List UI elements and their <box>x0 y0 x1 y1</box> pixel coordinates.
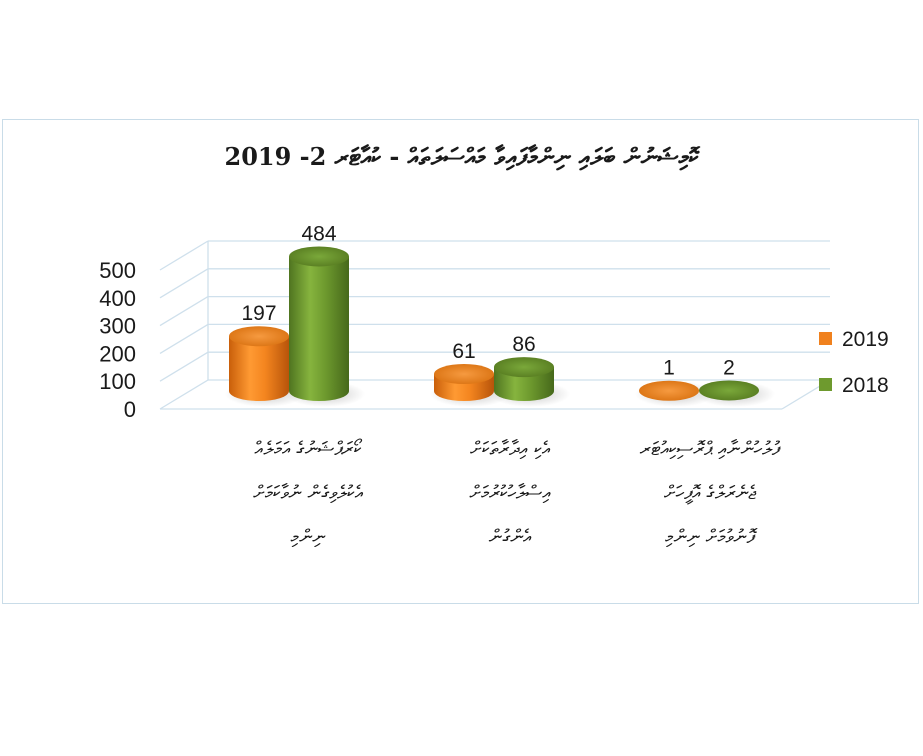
gridline-side <box>159 240 209 271</box>
bar-2019-0 <box>229 336 289 401</box>
chart-frame <box>2 119 919 604</box>
bar-2018-0 <box>289 256 349 401</box>
category-label: އެކި އިދާރާތަކަށް <box>470 438 551 460</box>
gridline-side <box>159 268 209 299</box>
bar-top-2019-0 <box>229 326 289 347</box>
y-tick-label: 500 <box>99 258 136 283</box>
y-tick-label: 0 <box>124 397 136 422</box>
bar-top-2019-2 <box>639 380 699 401</box>
category-label: ޖެނެރަލްގެ އޮފީހަށް <box>664 482 757 505</box>
bar-top-2018-1 <box>494 357 554 378</box>
bar-top-2019-1 <box>434 364 494 385</box>
category-label: އެންގުން <box>489 526 532 548</box>
gridline-side <box>159 323 209 354</box>
legend-swatch-2019 <box>819 332 832 345</box>
category-label: ފޮނުވުމަށް ނިންމި <box>665 526 758 548</box>
data-label: 2 <box>723 356 735 379</box>
y-tick-label: 400 <box>99 286 136 311</box>
gridline-side <box>159 296 209 327</box>
y-tick-label: 300 <box>99 314 136 339</box>
legend-label-2018: 2018 <box>842 374 889 397</box>
gridline-side <box>159 379 209 410</box>
category-label: ފުލުހުންނާއި ޕްރޮސިކިއުޓަރ <box>640 438 781 460</box>
data-label: 86 <box>512 333 535 356</box>
legend-swatch-2018 <box>819 378 832 391</box>
data-label: 197 <box>241 302 276 325</box>
data-label: 484 <box>301 222 336 245</box>
y-tick-label: 200 <box>99 341 136 366</box>
gridline-side <box>159 351 209 382</box>
bar-top-2018-2 <box>699 380 759 401</box>
category-label: ކޯރަޕްޝަނުގެ އަމަލެއް <box>254 438 362 460</box>
data-label: 1 <box>663 357 675 380</box>
y-tick-label: 100 <box>99 369 136 394</box>
category-label: އެކުލެވިގެން ނުވާކަމަށް <box>253 482 364 504</box>
category-label: ނިންމި <box>291 526 327 548</box>
category-label: އިސްލާހުކުރުމަށް <box>470 482 552 504</box>
bar-top-2018-0 <box>289 246 349 267</box>
legend-label-2019: 2019 <box>842 328 889 351</box>
chart-title: ކޮމިޝަނުން ބަލައި ނިންމާފައިވާ މައްސަލަތ… <box>224 142 699 171</box>
data-label: 61 <box>452 340 475 363</box>
